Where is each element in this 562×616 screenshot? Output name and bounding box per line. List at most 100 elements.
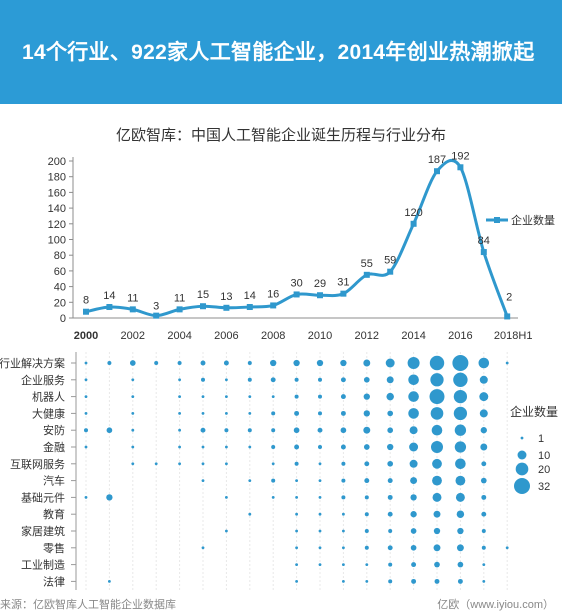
bubble-point <box>479 375 488 384</box>
bubble-point <box>131 445 135 449</box>
bubble-point <box>248 445 252 449</box>
y-tick-label: 160 <box>48 187 66 199</box>
bubble-point <box>178 428 182 432</box>
bubble-point <box>248 479 252 483</box>
bubble-point <box>454 424 467 436</box>
bubble-point <box>201 445 205 449</box>
bubble-point <box>318 377 322 382</box>
bubble-point <box>409 426 418 435</box>
bubble-point <box>480 443 488 451</box>
bubble-point <box>318 546 322 550</box>
bubble-point <box>341 495 346 500</box>
bubble-point <box>387 478 393 484</box>
bubble-point <box>341 546 345 550</box>
bubble-point <box>224 495 228 499</box>
bubble-point <box>84 445 88 449</box>
bubble-point <box>84 361 88 365</box>
bubble-point <box>178 462 182 466</box>
bubble-point <box>453 372 468 388</box>
footer-source: 来源：亿欧智库人工智能企业数据库 <box>0 599 176 611</box>
x-tick-label: 2008 <box>261 330 285 342</box>
bubble-point <box>363 393 370 400</box>
bubble-point <box>341 461 346 466</box>
data-label: 59 <box>384 255 396 267</box>
bubble-legend-title: 企业数量 <box>510 404 558 419</box>
bubble-legend-swatch <box>514 478 530 494</box>
bubble-point <box>341 529 345 533</box>
bubble-point <box>434 578 440 584</box>
bubble-point <box>131 462 135 466</box>
data-label: 11 <box>127 292 138 304</box>
bubble-point <box>294 394 299 399</box>
data-label: 8 <box>83 295 89 307</box>
bubble-point <box>341 512 345 516</box>
bubble-point <box>271 478 276 483</box>
bubble-row-label: 家居建筑 <box>21 524 65 538</box>
bubble-point <box>387 410 394 417</box>
y-tick-label: 120 <box>48 219 66 231</box>
bubble-point <box>271 411 276 416</box>
line-point <box>363 271 370 278</box>
bubble-row-label: 基础元件 <box>21 491 65 504</box>
line-chart-legend: 企业数量 <box>486 213 555 227</box>
line-point <box>410 220 417 227</box>
bubble-point <box>340 444 346 450</box>
bubble-point <box>429 389 445 405</box>
bubble-point <box>457 578 463 584</box>
bubble-point <box>432 492 442 502</box>
bubble-point <box>154 361 159 365</box>
data-label: 14 <box>244 290 256 302</box>
bubble-point <box>178 445 182 449</box>
bubble-point <box>318 512 322 516</box>
bubble-point <box>453 389 468 404</box>
bubble-point <box>107 361 112 365</box>
bubble-legend-label: 1 <box>538 433 544 445</box>
data-label: 84 <box>478 235 490 247</box>
bubble-point <box>224 462 228 466</box>
bubble-point <box>84 428 88 433</box>
bubble-point <box>432 458 442 469</box>
bubble-point <box>455 492 465 502</box>
bubble-point <box>201 377 205 382</box>
bubble-point <box>201 546 205 550</box>
bubble-point <box>177 361 182 365</box>
bubble-row-label: 工业制造 <box>21 558 65 572</box>
bubble-point <box>456 544 464 552</box>
line-point <box>457 164 464 171</box>
bubble-point <box>270 359 277 367</box>
bubble-point <box>318 479 322 483</box>
bubble-point <box>387 511 393 517</box>
bubble-point <box>387 460 394 467</box>
bubble-point <box>364 461 370 467</box>
bubble-legend-swatch <box>520 436 524 440</box>
bubble-point <box>318 563 322 567</box>
bubble-point <box>318 462 322 466</box>
bubble-point <box>294 410 300 416</box>
bubble-point <box>129 360 136 366</box>
y-tick-label: 180 <box>48 172 66 184</box>
bubble-point <box>294 461 299 466</box>
bubble-point <box>318 411 322 416</box>
bubble-row-label: 行业解决方案 <box>0 356 65 370</box>
bubble-point <box>388 579 393 584</box>
bubble-legend-label: 10 <box>538 450 550 462</box>
bubble-point <box>295 495 299 499</box>
header-banner: 14个行业、922家人工智能企业，2014年创业热潮掀起 <box>0 0 562 104</box>
bubble-point <box>200 427 206 433</box>
bubble-point <box>293 427 300 434</box>
bubble-point <box>131 428 135 432</box>
bubble-point <box>318 394 322 399</box>
bubble-point <box>431 424 443 436</box>
x-tick-label: 2000 <box>74 330 98 342</box>
y-tick-label: 140 <box>48 203 66 215</box>
bubble-point <box>364 512 369 517</box>
bubble-point <box>294 377 299 382</box>
bubble-point <box>224 445 228 449</box>
bubble-point <box>410 544 417 551</box>
bubble-row-label: 零售 <box>43 541 65 555</box>
bubble-point <box>388 529 393 533</box>
bubble-point <box>248 411 252 415</box>
bubble-point <box>481 494 487 500</box>
bubble-point <box>223 360 229 366</box>
